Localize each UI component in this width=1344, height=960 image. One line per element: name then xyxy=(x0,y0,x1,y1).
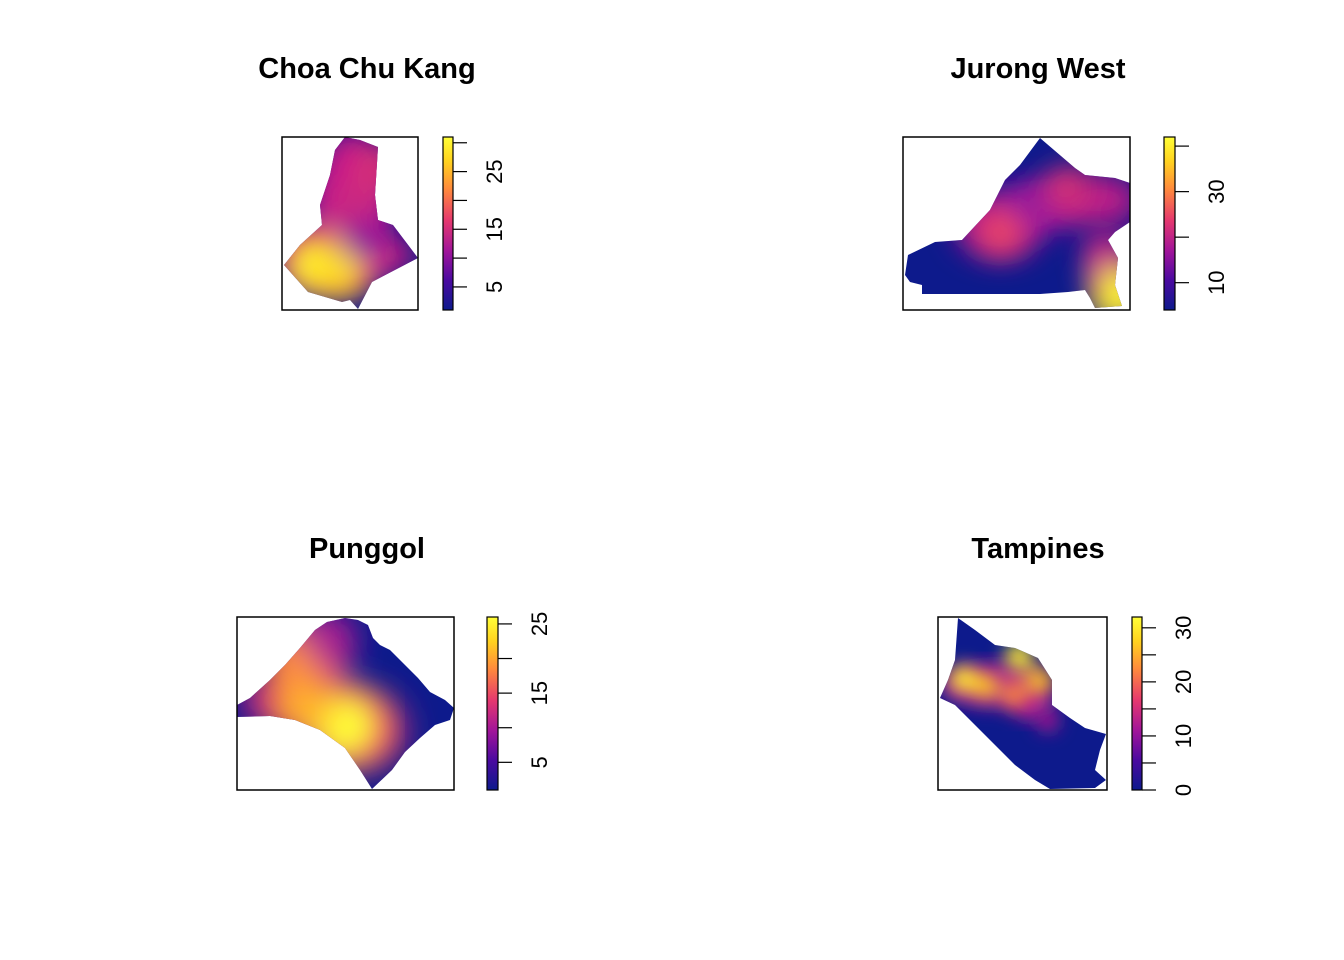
colorbar-tick-label: 25 xyxy=(482,159,507,183)
colorbar-ramp xyxy=(1131,616,1143,791)
map-frame xyxy=(281,136,419,311)
map-frame xyxy=(236,616,455,791)
density-hotspot xyxy=(341,218,386,263)
panel-title: Jurong West xyxy=(950,53,1125,85)
colorbar-tick-label: 0 xyxy=(1171,784,1196,796)
density-hotspot xyxy=(1043,166,1089,212)
density-map xyxy=(237,618,454,789)
density-hotspot xyxy=(328,182,377,231)
panel-punggol: Punggol 5 15 25 xyxy=(236,533,552,791)
colorbar-tick-label: 5 xyxy=(527,756,552,768)
density-hotspot xyxy=(1090,267,1130,308)
colorbar-tick-label: 15 xyxy=(527,681,552,705)
density-hotspot xyxy=(1001,682,1027,708)
density-hotspot xyxy=(1037,710,1059,732)
colorbar: 0 10 20 30 xyxy=(1131,616,1196,796)
colorbar-tick-label: 20 xyxy=(1171,670,1196,694)
colorbar-tick-label: 30 xyxy=(1204,179,1229,203)
colorbar: 10 30 xyxy=(1163,136,1229,311)
map-frame xyxy=(937,616,1108,791)
colorbar: 5 15 25 xyxy=(442,136,507,311)
panel-choa-chu-kang: Choa Chu Kang 5 15 25 xyxy=(258,53,507,311)
density-hotspot xyxy=(949,665,978,694)
density-region-east xyxy=(375,240,415,270)
panel-jurong-west: Jurong West 10 30 xyxy=(902,53,1229,311)
colorbar-tick-label: 30 xyxy=(1171,616,1196,640)
colorbar-tick-label: 15 xyxy=(482,217,507,241)
density-hotspot xyxy=(977,209,1024,256)
panel-tampines: Tampines 0 10 20 30 xyxy=(937,533,1196,796)
colorbar-tick-label: 25 xyxy=(527,612,552,636)
density-map xyxy=(905,138,1130,308)
density-hotspot xyxy=(1007,182,1049,224)
colorbar-ramp xyxy=(1163,136,1176,311)
density-hotspot xyxy=(1026,667,1053,695)
density-hotspot xyxy=(301,618,355,665)
colorbar-tick-label: 10 xyxy=(1204,270,1229,294)
colorbar-ramp xyxy=(442,136,454,311)
density-map xyxy=(940,618,1106,789)
map-frame xyxy=(902,136,1131,311)
colorbar-tick-label: 5 xyxy=(482,281,507,293)
panel-title: Tampines xyxy=(971,533,1104,565)
density-map xyxy=(284,137,418,309)
colorbar: 5 15 25 xyxy=(486,612,552,791)
colorbar-ramp xyxy=(486,616,499,791)
panel-title: Punggol xyxy=(309,533,425,565)
density-hotspot xyxy=(1005,642,1034,671)
density-hotspot xyxy=(972,672,999,700)
colorbar-tick-label: 10 xyxy=(1171,724,1196,748)
panel-title: Choa Chu Kang xyxy=(258,53,476,85)
